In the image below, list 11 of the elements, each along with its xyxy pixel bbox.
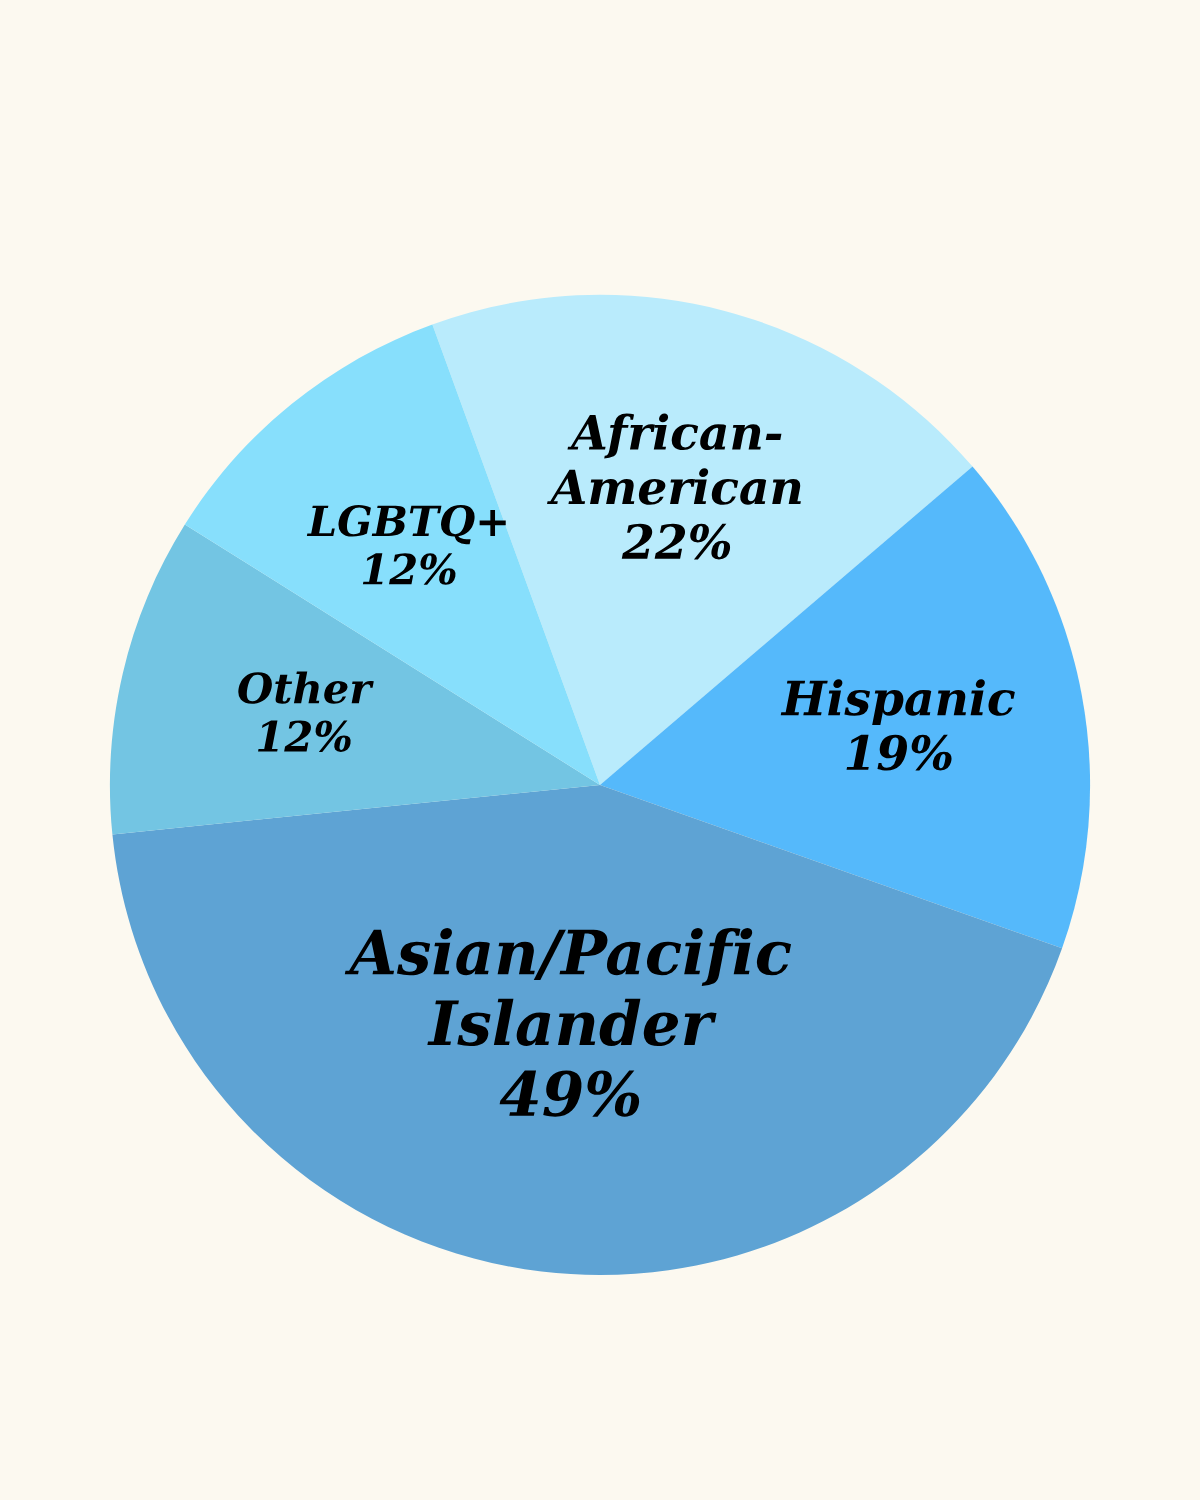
data-label: 49% <box>499 1070 640 1117</box>
pie-slice <box>112 784 1063 1276</box>
data-label: 22% <box>621 523 731 560</box>
slice-label: Asian/Pacific Islander <box>344 927 792 1046</box>
slice-label: Hispanic <box>780 679 1015 725</box>
data-label: 19% <box>846 734 952 771</box>
slice-label: Other <box>238 671 374 704</box>
slice-label: African- American <box>547 413 801 505</box>
data-label: 12% <box>362 553 456 585</box>
data-label: 12% <box>258 720 351 752</box>
slice-label: LGBTQ+ <box>306 505 506 545</box>
